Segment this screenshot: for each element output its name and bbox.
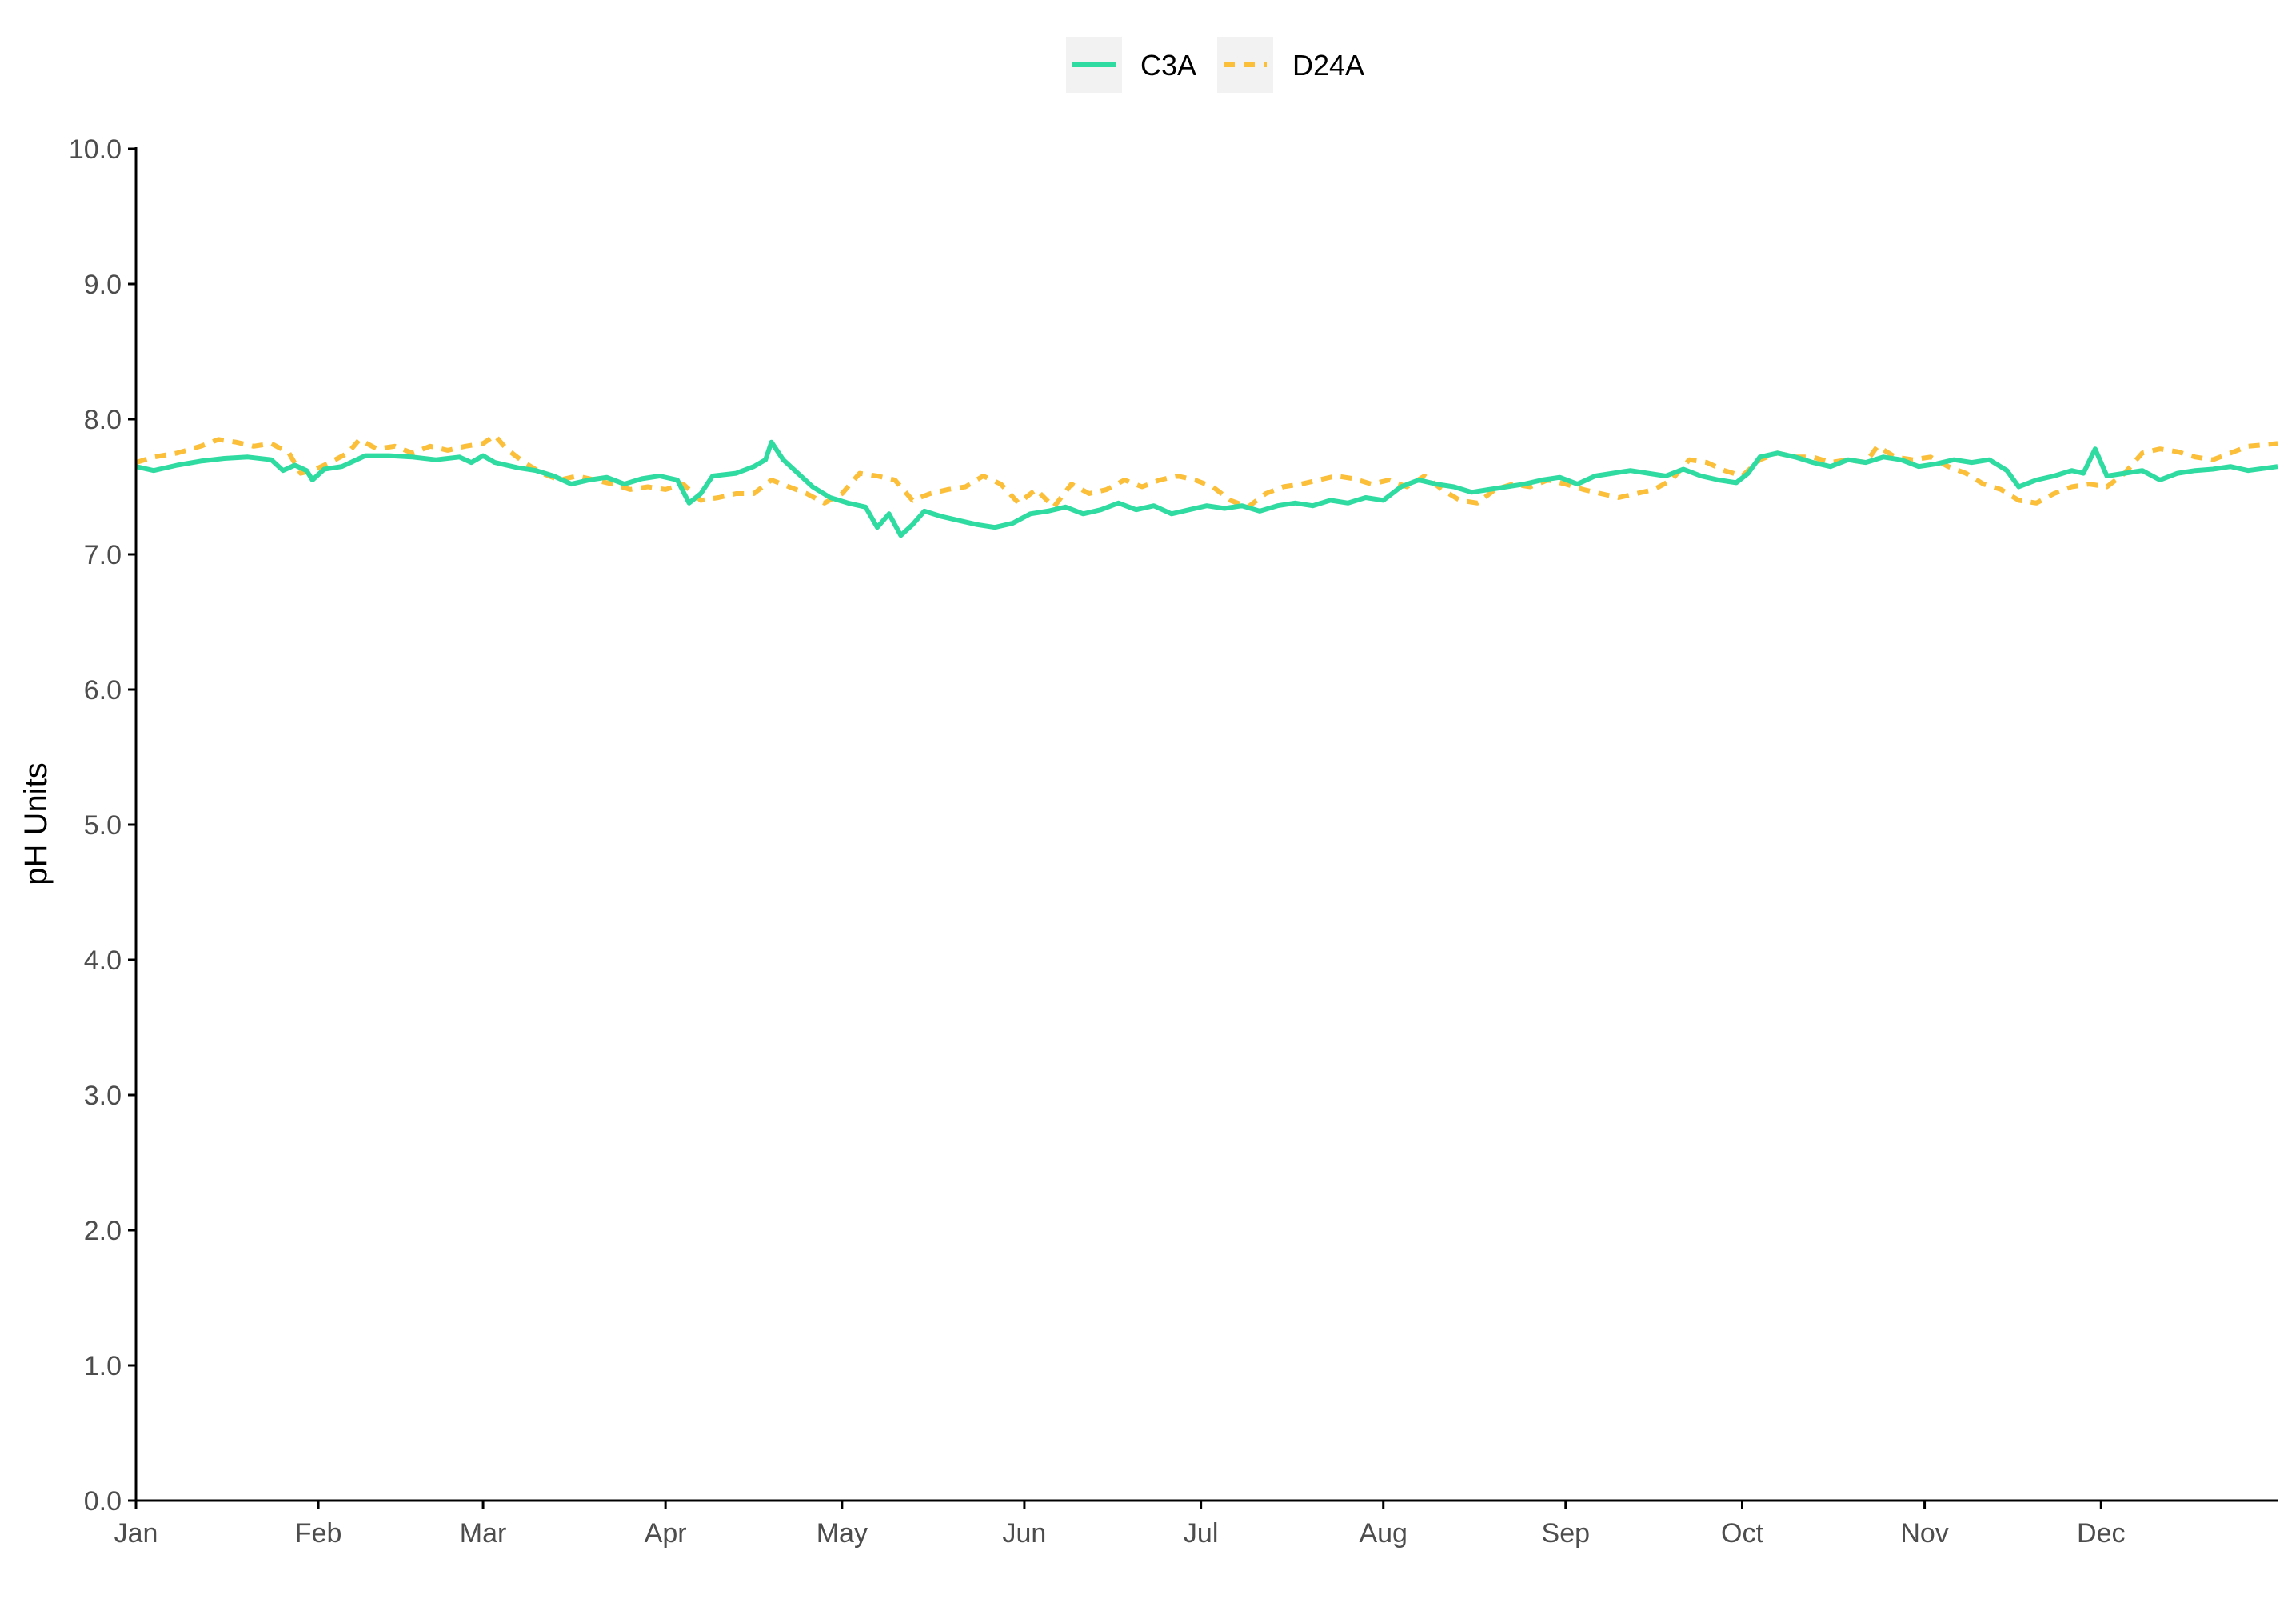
legend-label-c3a: C3A — [1140, 49, 1196, 82]
series-layer — [135, 433, 2278, 538]
y-axis-ticks: 0.0 1.0 2.0 3.0 4.0 5.0 6.0 7.0 8.0 9.0 10.0 — [69, 134, 136, 1517]
y-tick-label: 0.0 — [84, 1486, 122, 1517]
y-tick-label: 1.0 — [84, 1351, 122, 1381]
y-tick-label: 10.0 — [69, 134, 122, 165]
x-tick-label: Oct — [1721, 1518, 1763, 1549]
legend: C3A D24A — [1066, 37, 1364, 93]
y-tick-label: 6.0 — [84, 675, 122, 706]
x-tick-label: Jul — [1184, 1518, 1218, 1549]
x-tick-label: Aug — [1359, 1518, 1408, 1549]
series-line-d24a — [135, 433, 2278, 510]
x-tick-label: Nov — [1900, 1518, 1948, 1549]
x-tick-label: Sep — [1542, 1518, 1591, 1549]
y-tick-label: 4.0 — [84, 945, 122, 976]
x-tick-label: Jan — [114, 1518, 158, 1549]
x-axis-ticks: Jan Feb Mar Apr May Jun Jul Aug Sep Oct Nov Dec — [114, 1501, 2126, 1549]
x-tick-label: May — [817, 1518, 868, 1549]
y-tick-label: 8.0 — [84, 405, 122, 435]
x-tick-label: Dec — [2077, 1518, 2125, 1549]
x-tick-label: Jun — [1003, 1518, 1047, 1549]
y-tick-label: 7.0 — [84, 540, 122, 570]
y-tick-label: 3.0 — [84, 1081, 122, 1111]
y-axis-title: pH Units — [18, 762, 54, 885]
x-tick-label: Apr — [645, 1518, 687, 1549]
x-tick-label: Feb — [295, 1518, 342, 1549]
x-tick-label: Mar — [460, 1518, 507, 1549]
y-tick-label: 9.0 — [84, 270, 122, 300]
y-tick-label: 5.0 — [84, 810, 122, 841]
legend-label-d24a: D24A — [1292, 49, 1364, 82]
y-tick-label: 2.0 — [84, 1216, 122, 1246]
series-line-c3a — [135, 439, 2278, 538]
